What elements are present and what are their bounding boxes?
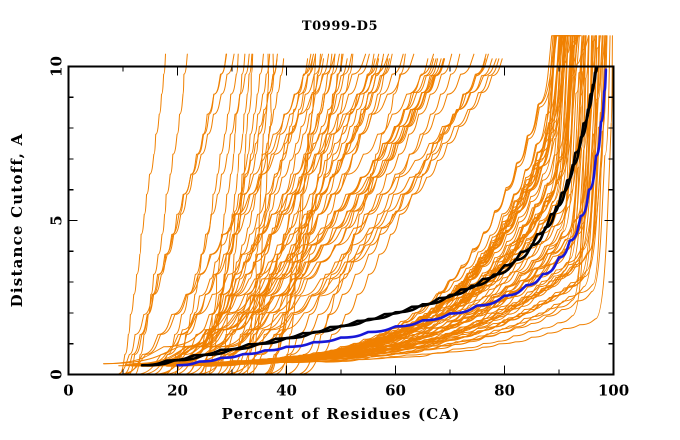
x-tick-label: 40 (276, 382, 297, 400)
y-tick-label: 10 (48, 56, 66, 77)
x-axis-title: Percent of Residues (CA) (221, 405, 460, 423)
x-tick-label: 20 (167, 382, 188, 400)
x-tick-label: 60 (385, 382, 406, 400)
x-tick-label: 100 (598, 382, 629, 400)
y-tick-label: 0 (48, 369, 66, 379)
y-axis-title: Distance Cutoff, A (8, 133, 26, 308)
x-tick-label: 80 (494, 382, 515, 400)
y-tick-label: 5 (48, 215, 66, 225)
axis-ticks (67, 65, 615, 376)
curve-reference-model-black-2 (146, 65, 599, 367)
axis-tick-labels: 0 20 40 60 80 100 0 5 10 (48, 56, 630, 399)
chart-title: T0999-D5 (302, 19, 378, 34)
curve-best-model-blue (176, 68, 608, 367)
reference-curves-group (140, 65, 608, 367)
axes-group: 0 20 40 60 80 100 0 5 10 (48, 56, 630, 399)
x-tick-label: 0 (63, 382, 73, 400)
